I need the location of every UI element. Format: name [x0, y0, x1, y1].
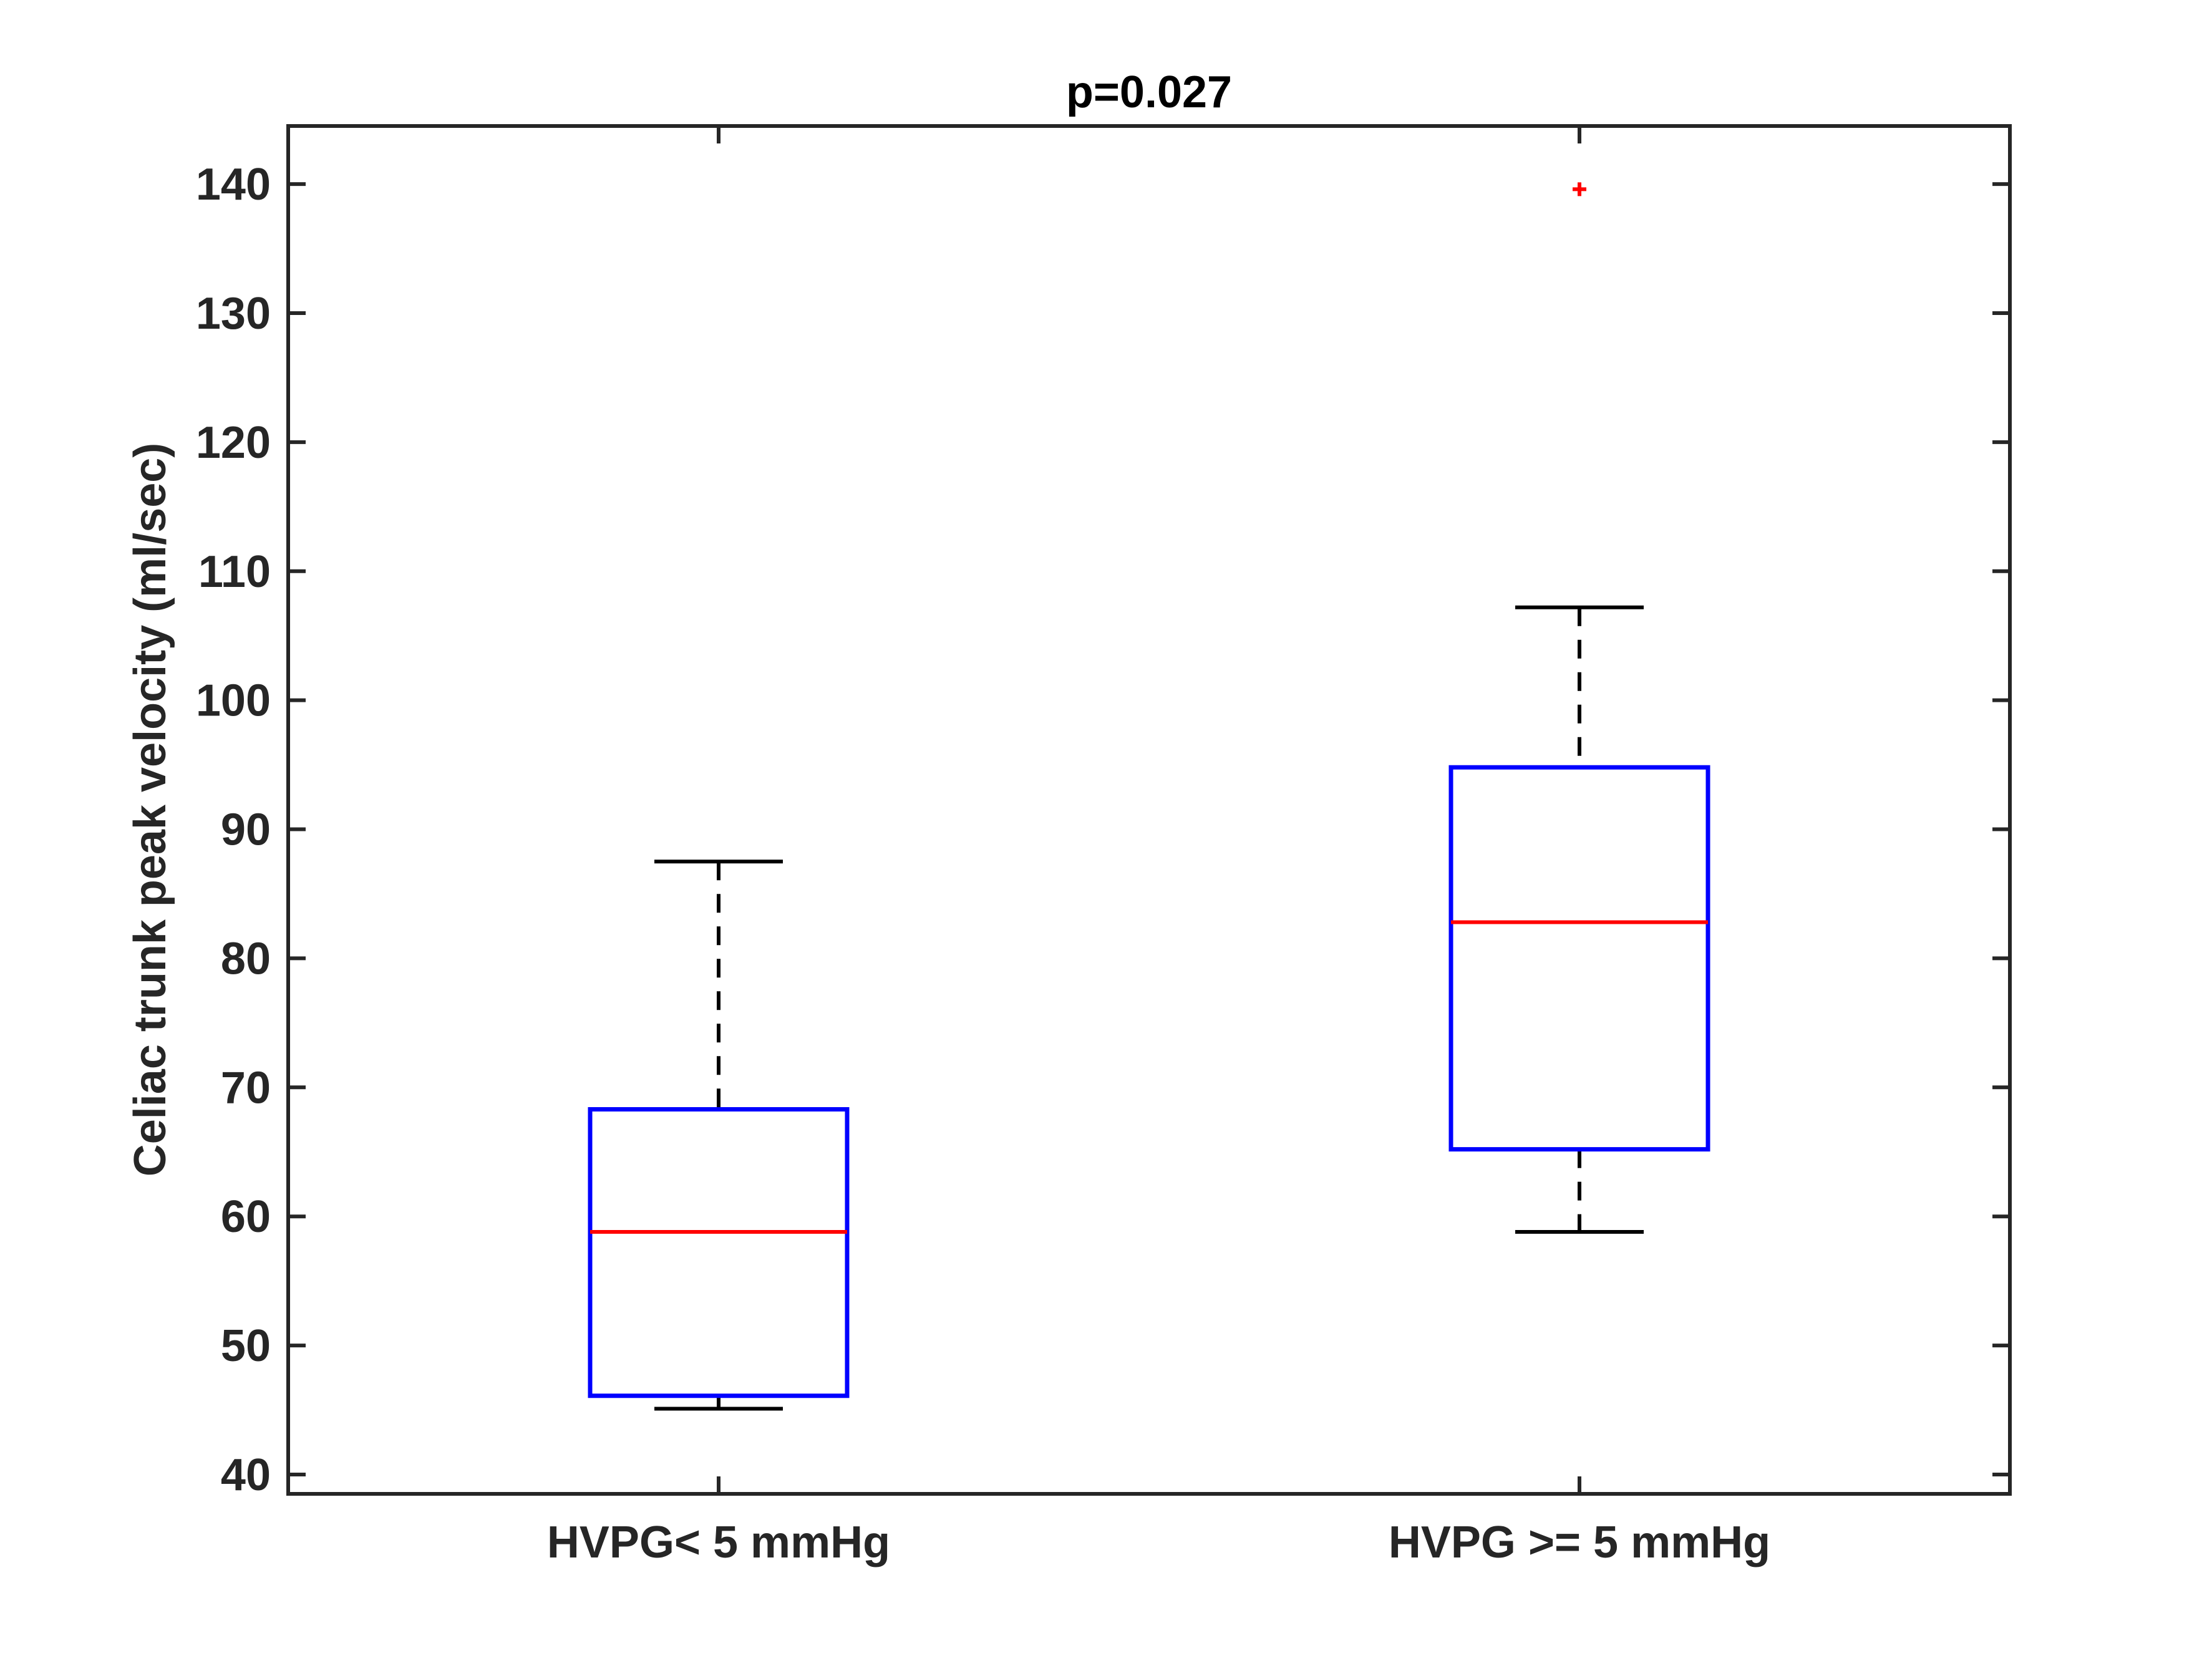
y-tick-label: 70 [221, 1063, 271, 1113]
chart-title: p=0.027 [1066, 67, 1232, 117]
outlier-marker [1573, 182, 1586, 196]
boxes-layer [588, 182, 1710, 1411]
x-tick-label: HVPG< 5 mmHg [547, 1518, 890, 1567]
y-tick-label: 80 [221, 934, 271, 984]
y-tick-label: 50 [221, 1321, 271, 1371]
y-tick-label: 110 [198, 547, 271, 597]
y-tick-label: 140 [196, 160, 271, 210]
iqr-box [588, 1107, 850, 1398]
y-tick-label: 130 [196, 289, 271, 339]
y-tick-label: 40 [221, 1450, 271, 1500]
x-tick-label: HVPG >= 5 mmHg [1389, 1518, 1770, 1567]
y-axis-label: Celiac trunk peak velocity (ml/sec) [125, 443, 175, 1177]
axes-frame [286, 124, 2012, 1496]
y-tick-label: 120 [196, 418, 271, 468]
y-tick-label: 60 [221, 1192, 271, 1242]
box-group [1448, 182, 1710, 1234]
ticks-layer: 40 50 60 70 80 90 100 110 120 130 140 HVPG< 5 mmHg H… [196, 126, 2010, 1567]
box-group [588, 860, 850, 1411]
iqr-box [1448, 765, 1710, 1152]
y-tick-label: 90 [221, 805, 271, 855]
y-tick-label: 100 [196, 676, 271, 726]
